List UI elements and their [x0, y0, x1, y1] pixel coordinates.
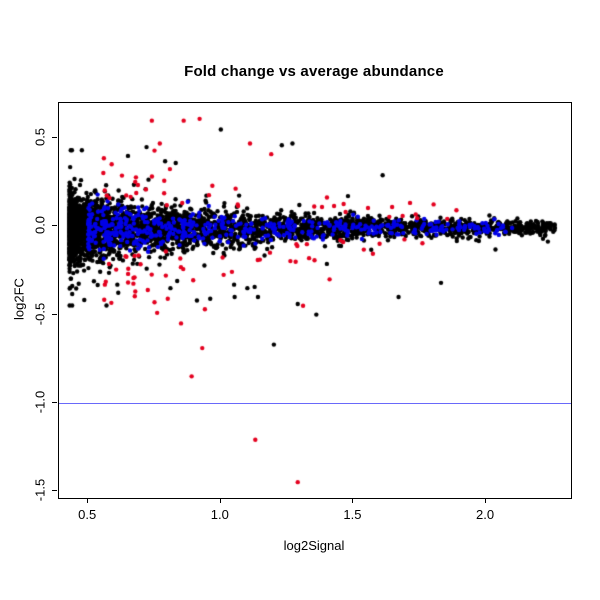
y-tick: [52, 225, 57, 227]
y-tick-label: 0.5: [32, 128, 48, 147]
scatter-canvas: [59, 103, 571, 498]
y-tick: [52, 401, 57, 403]
x-tick-label: 0.5: [78, 507, 97, 522]
y-tick-label: 0.0: [32, 216, 48, 235]
x-tick-label: 2.0: [476, 507, 495, 522]
x-tick: [87, 498, 89, 503]
chart-title: Fold change vs average abundance: [184, 63, 444, 80]
y-tick-label: -1.5: [32, 478, 48, 502]
x-tick: [219, 498, 221, 503]
plot-area: [58, 102, 572, 499]
y-tick: [52, 313, 57, 315]
y-tick-label: -0.5: [32, 302, 48, 325]
x-tick: [352, 498, 354, 503]
y-tick-label: -1.0: [32, 390, 48, 413]
x-tick-label: 1.0: [210, 507, 229, 522]
x-tick: [485, 498, 487, 503]
y-axis-label: log2FC: [11, 278, 27, 320]
x-axis-label: log2Signal: [283, 538, 345, 553]
threshold-line: [59, 403, 571, 404]
x-tick-label: 1.5: [343, 507, 362, 522]
y-tick: [52, 489, 57, 491]
y-tick: [52, 137, 57, 139]
